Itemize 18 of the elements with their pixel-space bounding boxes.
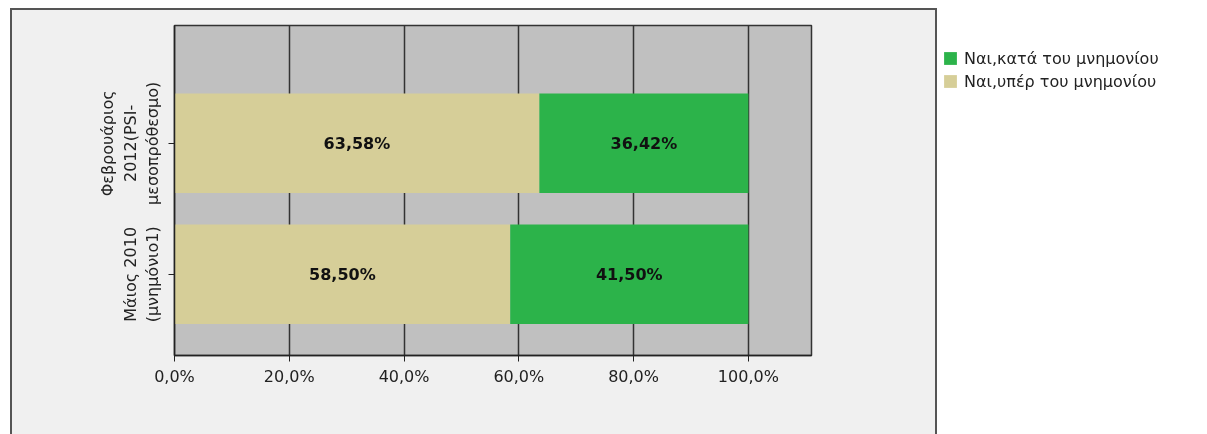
y-tick-label: Μάιος 2010 (μνημόνιο1) [120,226,163,323]
y-tick-label: Φεβρουάριος 2012(PSI-μεσοπρόθεσμο) [97,81,163,205]
x-tick-label: 60,0% [493,366,545,386]
x-tick-label: 40,0% [378,366,430,386]
data-label: 36,42% [610,133,678,153]
data-label: 41,50% [595,264,663,284]
bar [510,224,749,325]
x-tick-label: 20,0% [263,366,315,386]
x-tick-label: 0,0% [154,366,195,386]
data-label: 63,58% [323,133,391,153]
bar [174,224,511,325]
x-tick-label: 80,0% [608,366,660,386]
x-tick-label: 100,0% [717,366,779,386]
bar [174,93,540,194]
legend-label: Ναι,υπέρ του μνημονίου [964,71,1157,91]
data-label: 58,50% [309,264,376,284]
bar [539,93,749,194]
legend-label: Ναι,κατά του μνημονίου [964,48,1159,68]
